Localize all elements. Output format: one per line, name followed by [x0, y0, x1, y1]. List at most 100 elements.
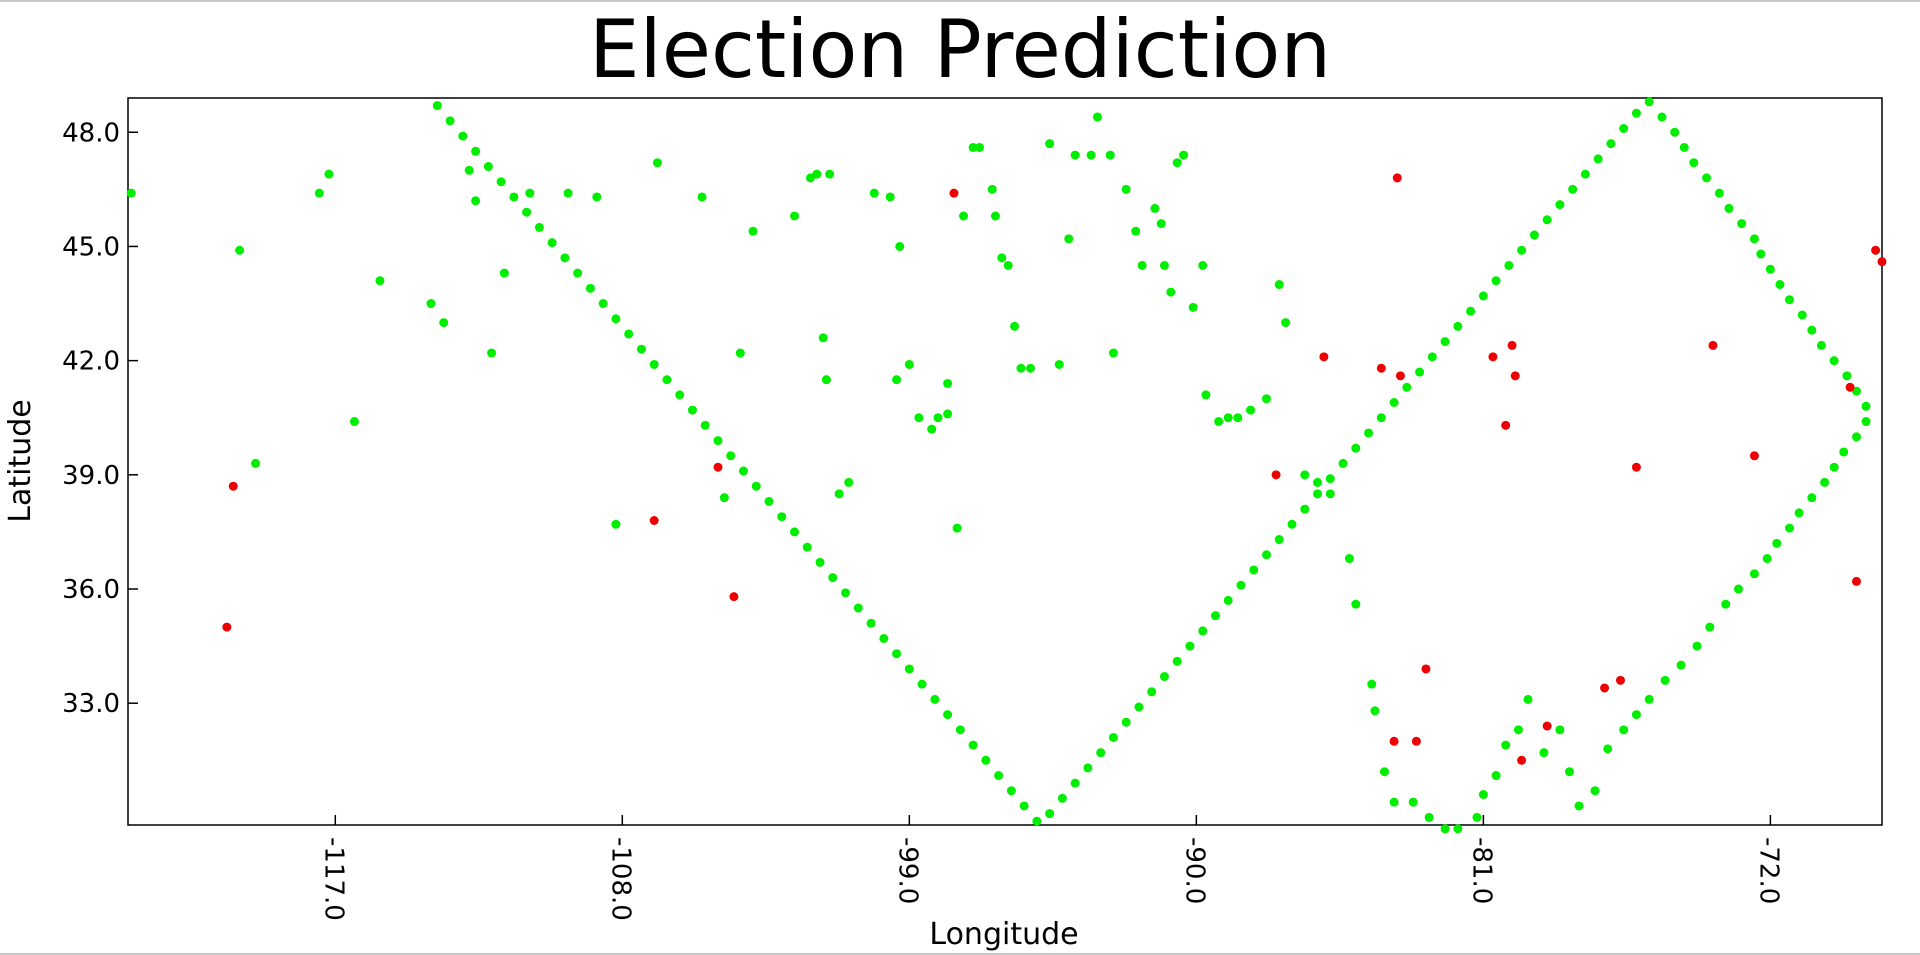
y-axis: 33.0 36.0 39.0 42.0 45.0 48.0 [62, 118, 138, 719]
data-point-red [1319, 352, 1329, 362]
data-point-green [1003, 260, 1013, 270]
data-point-green [1159, 672, 1169, 682]
data-point-green [1574, 801, 1584, 811]
data-point-green [987, 184, 997, 194]
data-point-green [1606, 139, 1616, 149]
data-point-green [917, 679, 927, 689]
x-tick-label: -72.0 [1753, 837, 1783, 904]
data-point-green [1156, 219, 1166, 229]
data-point-green [1679, 142, 1689, 152]
data-point-green [892, 375, 902, 385]
data-point-green [573, 268, 583, 278]
data-point-green [790, 211, 800, 221]
data-point-green [751, 481, 761, 491]
data-point-green [994, 771, 1004, 781]
data-point-green [825, 169, 835, 179]
data-point-green [1631, 710, 1641, 720]
data-point-green [1092, 112, 1102, 122]
data-point-green [726, 451, 736, 461]
data-point-red [1271, 470, 1281, 480]
data-point-red [1392, 173, 1402, 183]
data-point-green [1172, 656, 1182, 666]
data-point-green [1351, 599, 1361, 609]
data-point-red [729, 592, 739, 602]
data-point-green [1689, 158, 1699, 168]
data-point-green [713, 436, 723, 446]
data-point-green [1737, 219, 1747, 229]
data-point-green [834, 489, 844, 499]
data-point-green [1402, 382, 1412, 392]
data-point-green [1676, 660, 1686, 670]
data-point-green [1603, 744, 1613, 754]
data-point-green [687, 405, 697, 415]
data-point-green [1281, 318, 1291, 328]
data-point-green [649, 359, 659, 369]
data-point-green [1166, 287, 1176, 297]
data-point-red [1708, 340, 1718, 350]
data-point-green [818, 333, 828, 343]
data-point-green [1233, 413, 1243, 423]
x-axis-label: Longitude [929, 917, 1078, 952]
x-tick-label: -117.0 [318, 837, 348, 921]
data-point-green [1797, 310, 1807, 320]
data-point-green [1262, 394, 1272, 404]
data-point-green [1644, 97, 1654, 107]
data-point-green [1466, 306, 1476, 316]
data-point-green [1580, 169, 1590, 179]
data-point-green [697, 192, 707, 202]
data-point-green [1070, 150, 1080, 160]
data-point-green [1807, 493, 1817, 503]
data-point-green [439, 318, 449, 328]
data-point-green [349, 417, 359, 427]
data-point-green [585, 283, 595, 293]
data-point-green [1564, 767, 1574, 777]
data-point-green [1032, 816, 1042, 826]
data-point-green [1064, 234, 1074, 244]
data-point-green [1785, 523, 1795, 533]
data-point-green [1440, 337, 1450, 347]
data-point-green [748, 226, 758, 236]
x-axis: -117.0 -108.0 -99.0 -90.0 -81.0 -72.0 [318, 815, 1783, 921]
data-point-green [1513, 725, 1523, 735]
data-point-green [1010, 321, 1020, 331]
data-point-green [1794, 508, 1804, 518]
data-point-green [324, 169, 334, 179]
data-point-green [1389, 797, 1399, 807]
data-point-green [738, 466, 748, 476]
data-point-green [1370, 706, 1380, 716]
data-point-green [1523, 694, 1533, 704]
data-point-green [719, 493, 729, 503]
data-point-green [1756, 249, 1766, 259]
data-point-green [1749, 569, 1759, 579]
data-point-green [879, 633, 889, 643]
data-point-green [955, 725, 965, 735]
data-point-green [1201, 390, 1211, 400]
data-point-green [1491, 771, 1501, 781]
data-point-red [1871, 245, 1881, 255]
data-point-red [1600, 683, 1610, 693]
data-point-red [1395, 371, 1405, 381]
data-point-red [228, 481, 238, 491]
data-point-green [943, 409, 953, 419]
data-point-red [1376, 363, 1386, 373]
data-point-green [1816, 340, 1826, 350]
y-tick-label: 39.0 [62, 461, 120, 491]
data-point-green [1529, 230, 1539, 240]
data-point-red [1749, 451, 1759, 461]
y-tick-label: 42.0 [62, 347, 120, 377]
data-point-green [997, 253, 1007, 263]
data-point-green [1453, 321, 1463, 331]
data-point-green [1772, 538, 1782, 548]
data-point-green [764, 496, 774, 506]
data-point-green [1504, 260, 1514, 270]
data-point-green [1054, 359, 1064, 369]
data-point-red [1517, 755, 1527, 765]
data-point-green [927, 424, 937, 434]
data-point-green [1842, 371, 1852, 381]
data-point-red [1615, 675, 1625, 685]
data-point-green [1839, 447, 1849, 457]
data-point-red [1501, 420, 1511, 430]
data-point-green [1415, 367, 1425, 377]
y-tick-label: 45.0 [62, 232, 120, 262]
chart-title: Election Prediction [589, 3, 1331, 96]
